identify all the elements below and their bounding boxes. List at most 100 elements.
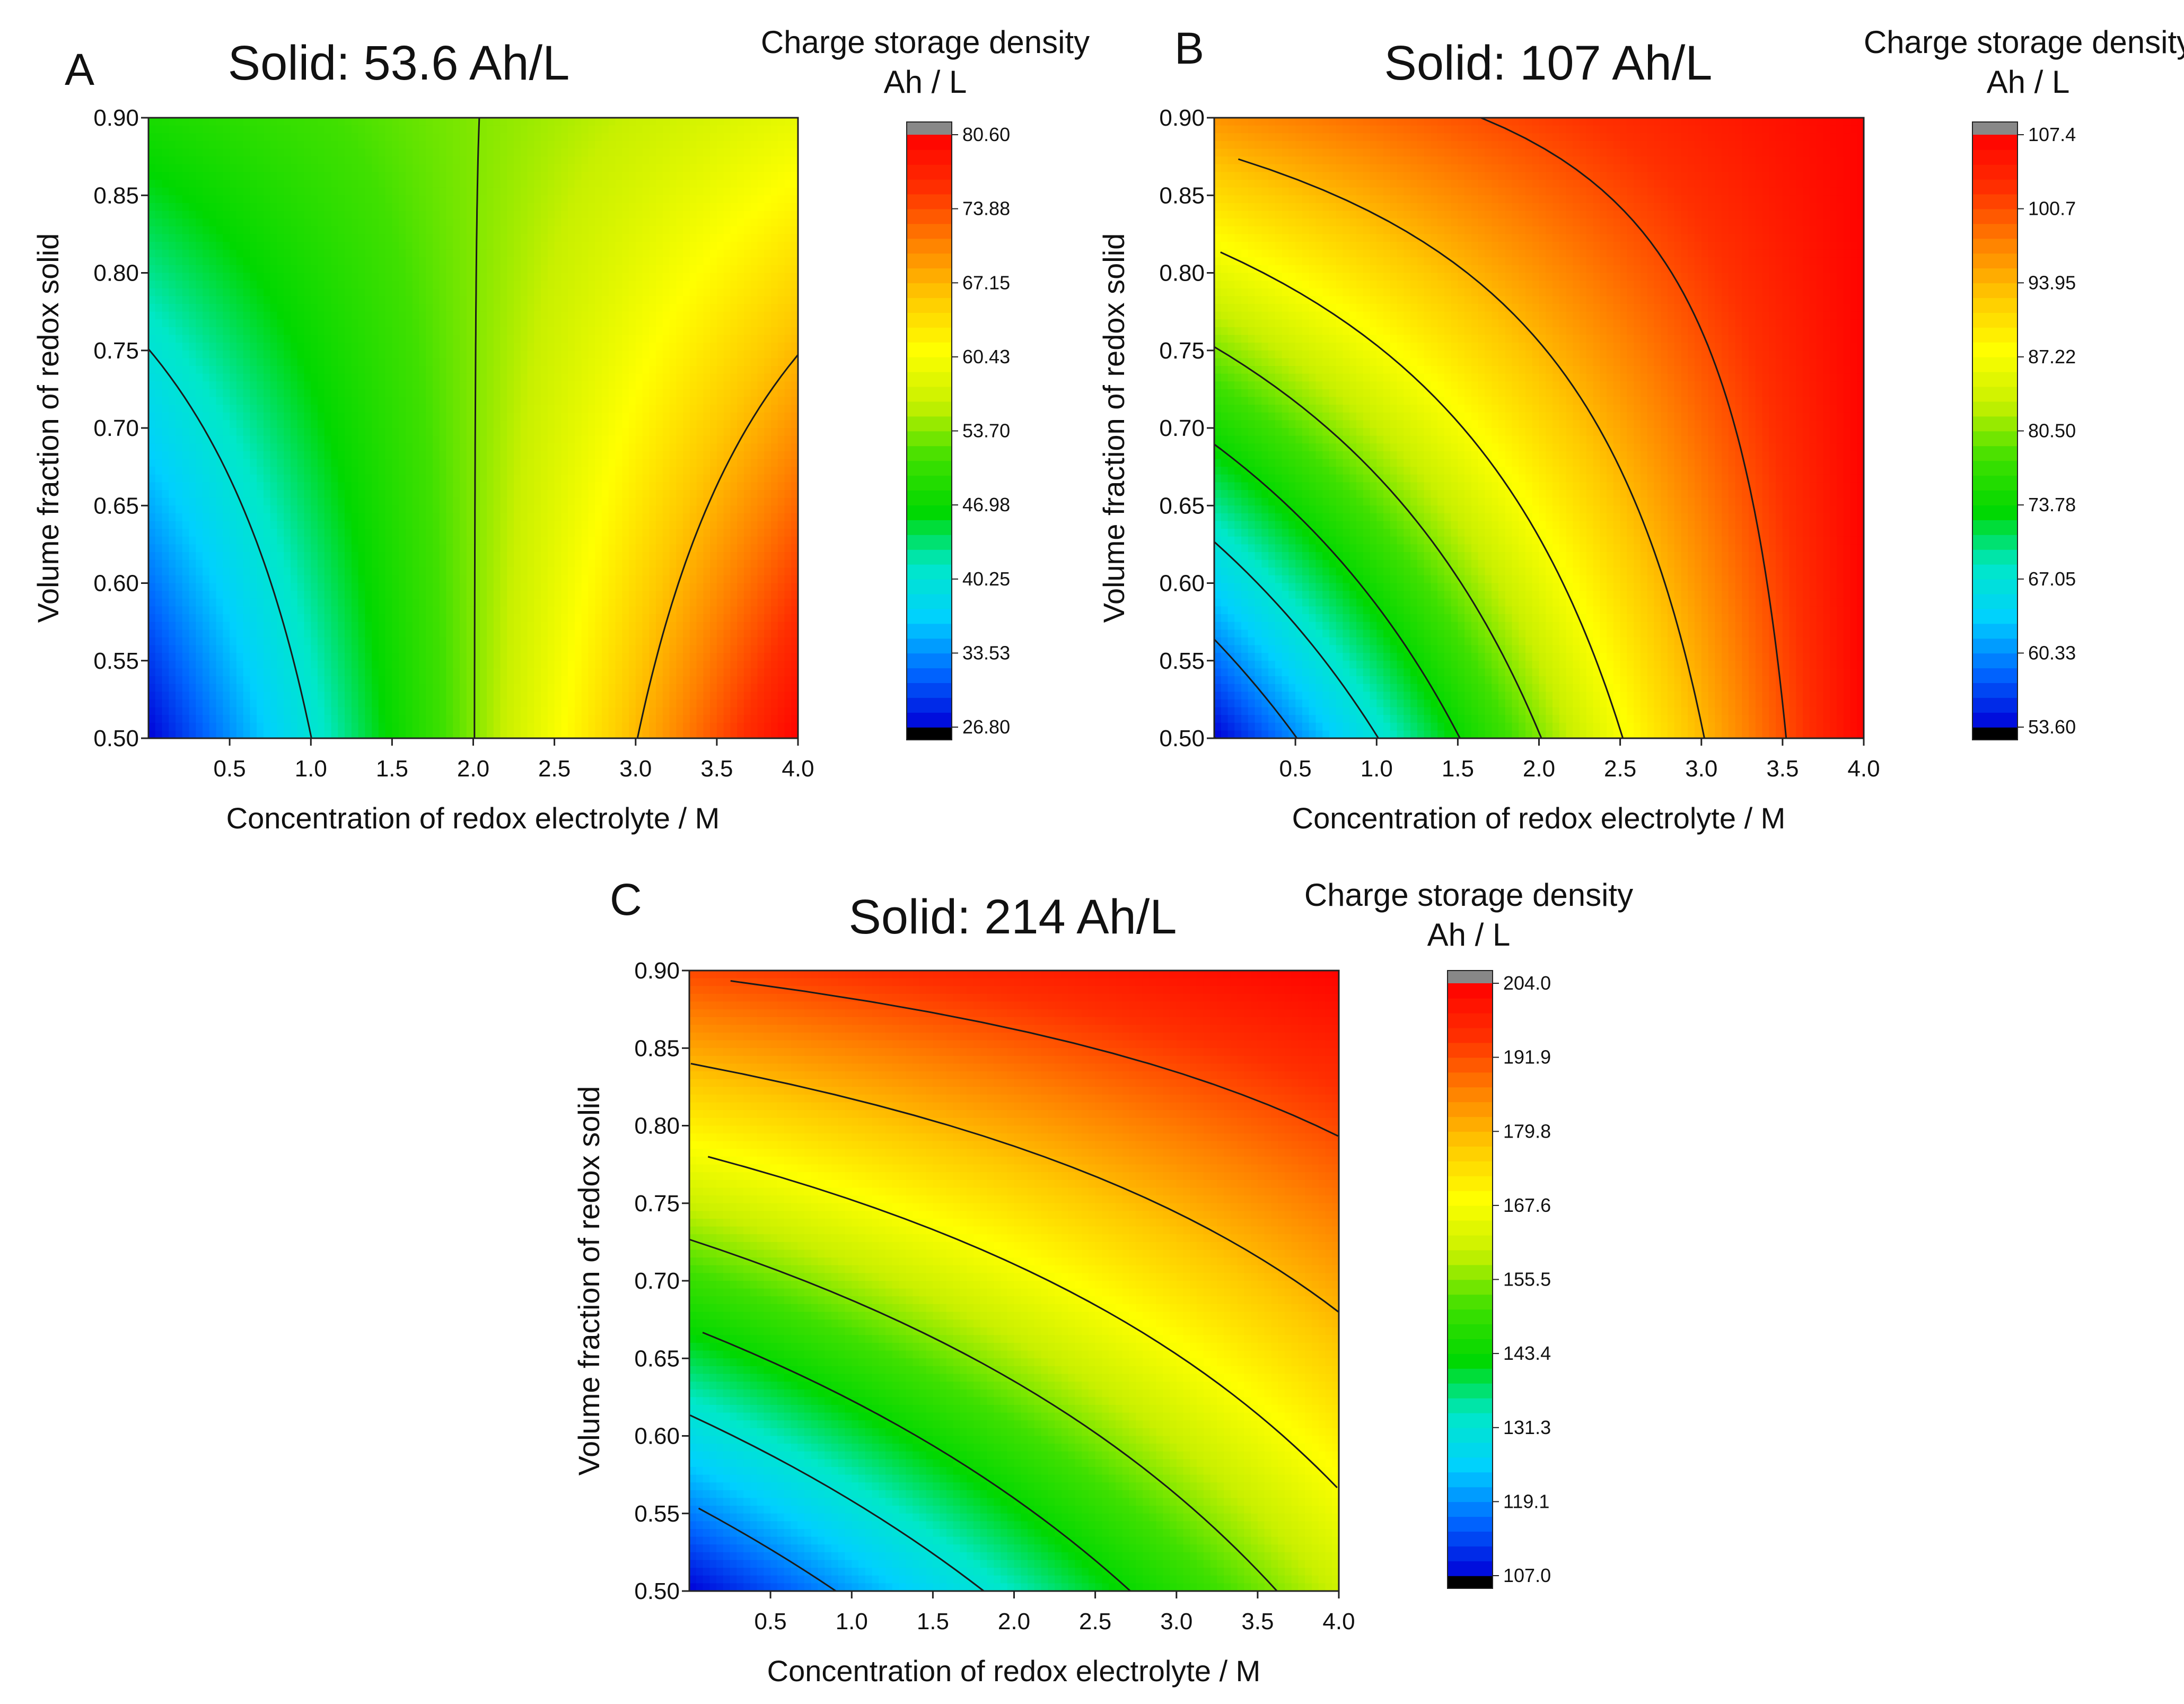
heatmap-cell	[263, 327, 271, 336]
heatmap-cell	[277, 350, 285, 359]
heatmap-cell	[642, 405, 650, 413]
heatmap-cell	[345, 273, 352, 281]
heatmap-cell	[338, 180, 345, 188]
heatmap-cell	[230, 242, 237, 250]
heatmap-cell	[351, 288, 359, 297]
heatmap-cell	[588, 490, 595, 499]
heatmap-cell	[568, 211, 575, 219]
heatmap-cell	[730, 350, 738, 359]
heatmap-cell	[791, 296, 798, 304]
heatmap-cell	[392, 490, 399, 499]
heatmap-cell	[176, 373, 183, 382]
heatmap-cell	[493, 482, 501, 491]
heatmap-cell	[392, 180, 399, 188]
heatmap-cell	[284, 148, 291, 157]
heatmap-cell	[270, 412, 278, 421]
heatmap-cell	[683, 482, 690, 491]
heatmap-cell	[270, 474, 278, 483]
heatmap-cell	[365, 482, 372, 491]
heatmap-cell	[189, 505, 197, 514]
heatmap-cell	[473, 451, 481, 460]
heatmap-cell	[493, 350, 501, 359]
heatmap-cell	[527, 203, 535, 212]
heatmap-cell	[520, 389, 528, 398]
heatmap-cell	[419, 273, 426, 281]
heatmap-cell	[527, 141, 535, 150]
heatmap-cell	[209, 187, 217, 196]
heatmap-cell	[311, 164, 318, 173]
heatmap-cell	[676, 474, 683, 483]
heatmap-cell	[196, 319, 203, 328]
heatmap-cell	[574, 265, 582, 274]
heatmap-cell	[277, 296, 285, 304]
heatmap-cell	[162, 249, 170, 258]
heatmap-cell	[622, 133, 629, 142]
heatmap-cell	[730, 304, 738, 312]
heatmap-cell	[284, 125, 291, 134]
heatmap-cell	[764, 133, 771, 142]
heatmap-cell	[297, 428, 305, 436]
heatmap-cell	[676, 389, 683, 398]
heatmap-cell	[297, 451, 305, 460]
heatmap-cell	[662, 513, 670, 522]
heatmap-cell	[574, 381, 582, 390]
heatmap-cell	[236, 350, 244, 359]
heatmap-cell	[770, 412, 778, 421]
heatmap-cell	[514, 405, 521, 413]
heatmap-cell	[176, 350, 183, 359]
heatmap-cell	[608, 490, 616, 499]
heatmap-cell	[683, 273, 690, 281]
heatmap-cell	[405, 234, 413, 242]
heatmap-cell	[534, 319, 541, 328]
heatmap-cell	[453, 311, 460, 320]
heatmap-cell	[595, 219, 602, 227]
heatmap-cell	[514, 459, 521, 467]
heatmap-cell	[493, 249, 501, 258]
heatmap-cell	[385, 428, 393, 436]
heatmap-cell	[459, 203, 467, 212]
heatmap-cell	[311, 467, 318, 475]
heatmap-cell	[737, 141, 744, 150]
heatmap-cell	[311, 125, 318, 134]
heatmap-cell	[696, 420, 704, 429]
heatmap-cell	[730, 358, 738, 366]
heatmap-cell	[189, 373, 197, 382]
heatmap-cell	[270, 443, 278, 452]
heatmap-cell	[568, 381, 575, 390]
heatmap-cell	[635, 397, 643, 405]
heatmap-cell	[554, 319, 562, 328]
heatmap-cell	[581, 467, 589, 475]
heatmap-cell	[338, 203, 345, 212]
heatmap-cell	[338, 435, 345, 444]
heatmap-cell	[338, 125, 345, 134]
heatmap-cell	[338, 474, 345, 483]
heatmap-cell	[507, 381, 514, 390]
heatmap-cell	[764, 443, 771, 452]
heatmap-cell	[378, 482, 386, 491]
heatmap-cell	[392, 304, 399, 312]
heatmap-cell	[405, 459, 413, 467]
heatmap-cell	[432, 164, 440, 173]
heatmap-cell	[263, 358, 271, 366]
heatmap-cell	[730, 497, 738, 506]
heatmap-cell	[304, 343, 312, 351]
heatmap-cell	[459, 296, 467, 304]
heatmap-cell	[696, 358, 704, 366]
heatmap-cell	[263, 319, 271, 328]
heatmap-cell	[257, 118, 264, 126]
heatmap-cell	[791, 219, 798, 227]
heatmap-cell	[318, 211, 325, 219]
heatmap-cell	[554, 451, 562, 460]
heatmap-cell	[527, 288, 535, 297]
heatmap-cell	[628, 358, 636, 366]
heatmap-cell	[669, 319, 677, 328]
heatmap-cell	[358, 327, 366, 336]
heatmap-cell	[473, 172, 481, 180]
heatmap-cell	[743, 350, 751, 359]
heatmap-cell	[669, 482, 677, 491]
heatmap-cell	[487, 226, 494, 235]
heatmap-cell	[561, 296, 568, 304]
heatmap-cell	[311, 405, 318, 413]
heatmap-cell	[169, 497, 176, 506]
heatmap-cell	[385, 335, 393, 343]
